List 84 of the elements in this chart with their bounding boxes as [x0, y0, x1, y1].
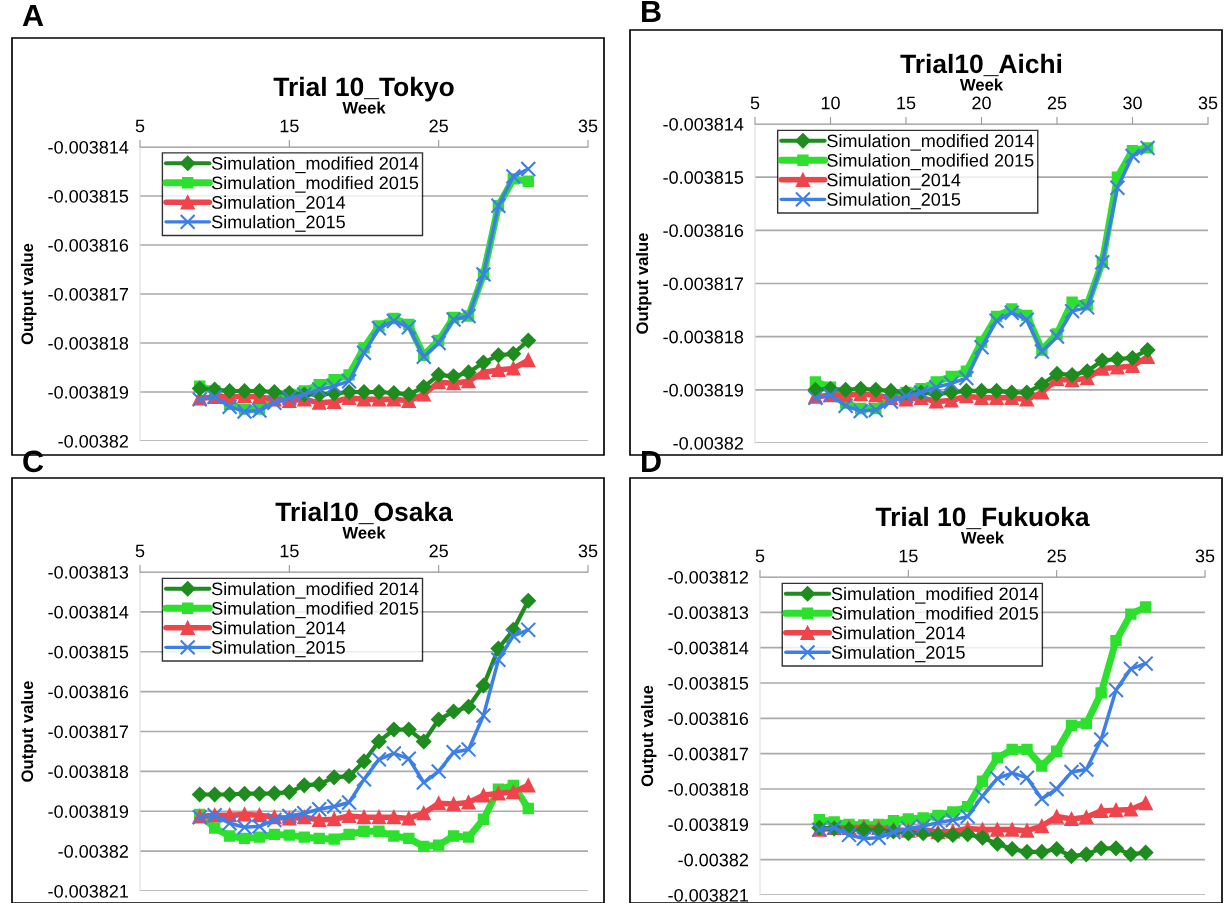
y-tick-label: -0.003813: [48, 565, 129, 579]
y-tick-label: -0.00382: [58, 434, 128, 448]
y-tick-label: -0.003818: [663, 330, 744, 344]
y-tick-label: -0.003816: [668, 712, 749, 726]
text: B: [642, 0, 661, 22]
y-tick-label: -0.003815: [48, 645, 129, 659]
y-tick-label: -0.003814: [663, 117, 744, 131]
x-tick-label: 15: [899, 549, 918, 563]
legend-label: Simulation_2014: [211, 195, 346, 213]
chart-title: Trial 10_Fukuoka: [875, 506, 1090, 530]
y-axis-title: Output value: [640, 685, 657, 787]
x-tick-label: 35: [1195, 549, 1215, 563]
y-tick-label: -0.003818: [48, 765, 129, 779]
x-tick-label: 25: [429, 544, 448, 558]
text: D: [642, 450, 661, 472]
legend-label: Simulation_2015: [827, 192, 961, 210]
x-tick-label: 30: [1123, 96, 1142, 110]
y-tick-label: -0.003819: [663, 383, 744, 397]
legend-label: Simulation_modified 2015: [211, 601, 419, 619]
legend-label: Simulation_2015: [211, 640, 345, 658]
x-tick-label: 5: [755, 549, 765, 563]
y-tick-label: -0.003815: [48, 189, 129, 203]
x-axis-title: Week: [960, 531, 1005, 544]
y-tick-label: -0.003813: [668, 606, 749, 620]
chart-title: Trial10_Osaka: [275, 501, 453, 525]
legend-label: Simulation_modified 2014: [211, 581, 419, 599]
y-tick-label: -0.003817: [663, 277, 743, 291]
chart-title: Trial 10_Tokyo: [273, 76, 454, 102]
legend-label: Simulation_modified 2014: [211, 156, 419, 174]
y-tick-label: -0.003814: [48, 140, 129, 154]
x-tick-label: 35: [578, 544, 598, 558]
y-tick-label: -0.003816: [663, 224, 744, 238]
y-tick-label: -0.003817: [48, 725, 128, 739]
y-axis-title: Output value: [20, 243, 37, 345]
y-tick-label: -0.003821: [48, 884, 129, 898]
x-tick-label: 25: [1047, 96, 1067, 110]
y-tick-label: -0.003817: [668, 747, 748, 761]
y-tick-label: -0.003818: [668, 782, 749, 796]
y-tick-label: -0.003819: [48, 805, 129, 818]
x-tick-label: 35: [578, 119, 598, 133]
y-tick-label: -0.003819: [668, 818, 749, 832]
x-tick-label: 15: [280, 119, 299, 133]
y-tick-label: -0.003815: [668, 676, 749, 690]
legend-label: Simulation_2015: [831, 645, 965, 663]
y-tick-label: -0.003815: [663, 171, 744, 184]
x-tick-label: 25: [429, 119, 448, 133]
x-tick-label: 10: [821, 96, 840, 110]
x-axis-title: Week: [342, 101, 386, 114]
y-tick-label: -0.00382: [678, 853, 748, 867]
text: A: [22, 4, 44, 26]
legend-label: Simulation_modified 2015: [827, 153, 1034, 171]
y-tick-label: -0.00382: [58, 845, 128, 858]
x-tick-label: 25: [1047, 549, 1066, 563]
text: C: [23, 450, 44, 473]
legend-label: Simulation_2015: [211, 215, 345, 232]
y-tick-label: -0.003812: [668, 570, 748, 584]
legend-label: Simulation_modified 2014: [831, 586, 1039, 604]
y-axis-title: Output value: [635, 233, 652, 334]
y-axis-title: Output value: [20, 681, 37, 782]
y-tick-label: -0.003818: [48, 336, 129, 350]
legend-label: Simulation_2014: [211, 621, 346, 638]
y-tick-label: -0.003814: [668, 641, 749, 655]
x-tick-label: 5: [135, 119, 145, 133]
y-tick-label: -0.003821: [668, 888, 749, 902]
y-tick-label: -0.003816: [48, 238, 129, 252]
x-tick-label: 35: [1198, 96, 1218, 110]
x-tick-label: 15: [897, 96, 916, 110]
y-tick-label: -0.00382: [673, 436, 743, 450]
x-tick-label: 20: [972, 96, 991, 110]
y-tick-label: -0.003816: [48, 685, 129, 699]
legend-label: Simulation_2014: [831, 626, 965, 643]
x-tick-label: 5: [135, 544, 145, 558]
x-axis-title: Week: [342, 526, 386, 539]
y-tick-label: -0.003814: [48, 605, 129, 619]
y-tick-label: -0.003817: [48, 287, 128, 301]
x-axis-title: Week: [959, 78, 1004, 91]
legend-label: Simulation_2014: [827, 173, 961, 190]
legend-label: Simulation_modified 2015: [831, 606, 1039, 624]
x-tick-label: 5: [750, 96, 760, 110]
y-tick-label: -0.003819: [48, 385, 129, 399]
chart-title: Trial10_Aichi: [900, 53, 1062, 77]
legend-label: Simulation_modified 2015: [211, 176, 419, 193]
x-tick-label: 15: [280, 544, 299, 558]
legend-label: Simulation_modified 2014: [827, 133, 1034, 151]
